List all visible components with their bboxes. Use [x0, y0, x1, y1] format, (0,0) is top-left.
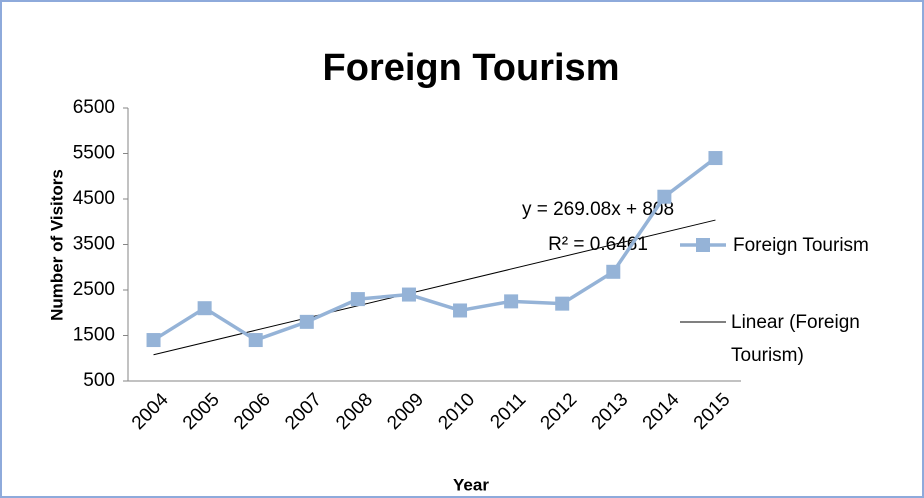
y-tick-label: 2500 — [73, 279, 115, 300]
data-point — [453, 303, 468, 318]
y-tick-label: 500 — [83, 370, 115, 391]
y-tick-label: 5500 — [73, 143, 115, 164]
data-point — [606, 264, 621, 279]
y-axis-title: Number of Visitors — [47, 169, 66, 321]
data-point — [299, 314, 314, 329]
y-tick-label: 3500 — [73, 234, 115, 255]
y-tick-label: 6500 — [73, 97, 115, 118]
data-point — [401, 287, 416, 302]
y-tick-label: 1500 — [73, 325, 115, 346]
legend-label: Linear (Foreign Tourism) — [731, 312, 860, 366]
trendline — [153, 219, 716, 356]
legend-label-box: Linear (Foreign Tourism) — [731, 312, 860, 366]
data-point — [197, 301, 212, 316]
data-point — [350, 292, 365, 307]
trendline-equation: y = 269.08x + 808 — [522, 199, 674, 220]
data-point — [657, 189, 672, 204]
data-point — [248, 333, 263, 348]
data-point — [146, 333, 161, 348]
x-axis-title: Year — [453, 475, 489, 494]
trendline-r-squared: R² = 0.6461 — [548, 234, 648, 255]
data-point — [708, 151, 723, 166]
data-point — [555, 296, 570, 311]
legend-marker — [696, 238, 710, 252]
series-line — [152, 156, 717, 342]
legend-label: Foreign Tourism — [733, 235, 869, 256]
chart-title: Foreign Tourism — [323, 47, 620, 89]
y-tick-label: 4500 — [73, 188, 115, 209]
data-point — [504, 294, 519, 309]
